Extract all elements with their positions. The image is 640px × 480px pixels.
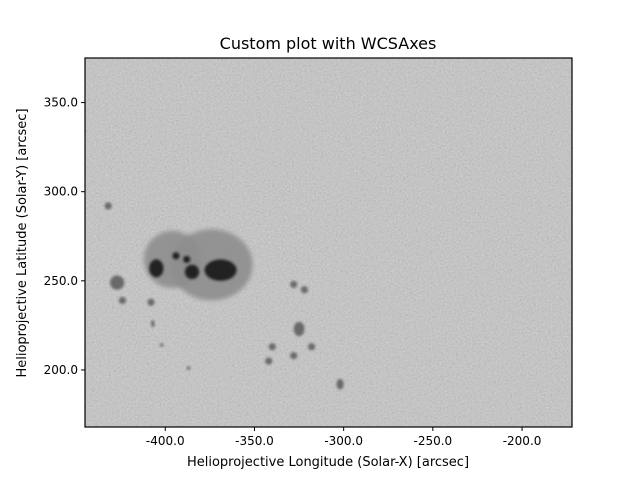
pore-spot [336,378,344,390]
x-axis-label: Helioprojective Longitude (Solar-X) [arc… [187,455,469,470]
pore-spot [147,298,155,306]
pore-spot [159,343,164,347]
x-tick-label: -250.0 [414,434,453,448]
pore-spot [265,357,273,365]
pore-spot [290,352,298,360]
pore-spot [293,321,305,337]
umbra-spot [204,259,237,281]
x-tick-label: -350.0 [235,434,274,448]
umbra-spot [184,264,200,280]
y-tick-label: 200.0 [44,363,78,377]
x-axis-ticks: -400.0 -350.0 -300.0 -250.0 -200.0 [146,427,541,448]
pore-spot [290,280,298,288]
pore-spot [104,202,112,210]
y-tick-label: 350.0 [44,96,78,110]
plot-frame [84,57,573,428]
y-axis-ticks: 200.0 250.0 300.0 350.0 [44,96,85,377]
x-tick-label: -400.0 [146,434,185,448]
pore-spot [118,296,127,304]
x-tick-label: -200.0 [503,434,542,448]
y-tick-label: 300.0 [44,185,78,199]
pore-spot [300,286,308,294]
y-axis-label: Helioprojective Latitude (Solar-Y) [arcs… [15,108,30,377]
pore-spot [186,366,191,370]
solar-image [85,58,572,427]
pore-spot [268,343,276,351]
pore-spot [109,275,125,290]
pore-spot [307,343,316,351]
sunspot-group [104,202,344,390]
chart-title: Custom plot with WCSAxes [220,34,437,53]
x-tick-label: -300.0 [324,434,363,448]
umbra-spot [183,255,191,263]
y-tick-label: 250.0 [44,274,78,288]
umbra-spot [149,259,164,278]
pore-spot [151,320,155,328]
umbra-spot [172,252,180,260]
